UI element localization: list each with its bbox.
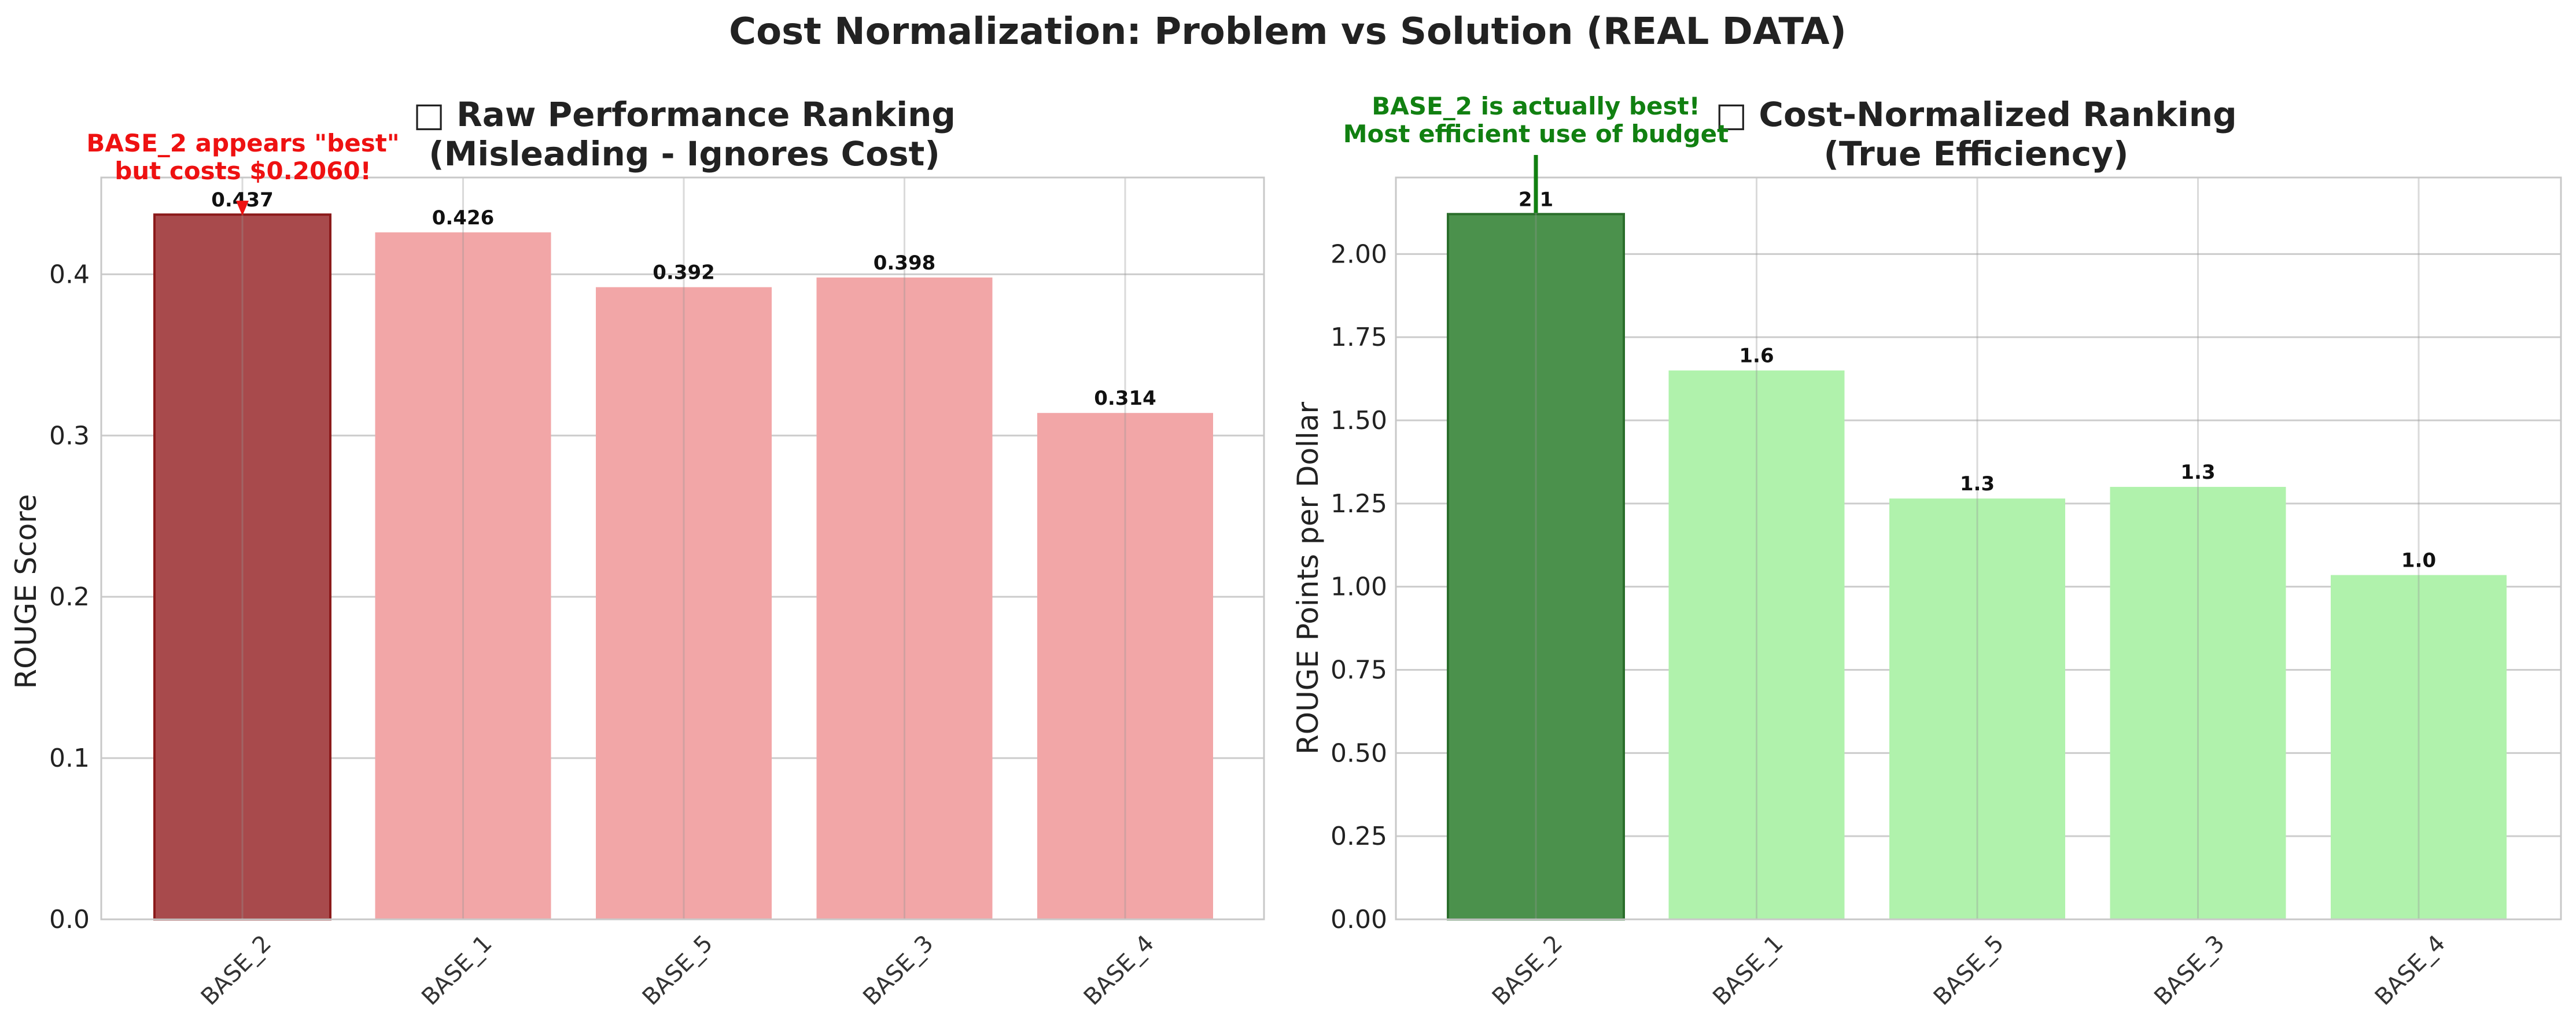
bar-base-4 (2331, 575, 2507, 919)
y-tick-label: 2.00 (1331, 239, 1387, 269)
bar-value-label: 0.426 (432, 206, 495, 230)
y-tick-label: 1.50 (1331, 406, 1387, 435)
annotation-line1: BASE_2 is actually best! (1372, 92, 1700, 120)
x-tick-label: BASE_4 (2370, 930, 2450, 1011)
x-tick-label: BASE_3 (858, 930, 938, 1011)
panel-title-line1: □ Raw Performance Ranking (413, 95, 956, 134)
bar-base-3 (816, 277, 993, 920)
x-tick-label: BASE_1 (417, 930, 497, 1011)
y-tick-label: 1.25 (1331, 489, 1387, 519)
x-tick-label: BASE_3 (2149, 930, 2229, 1011)
bar-value-label: 1.6 (1739, 345, 1774, 368)
bar-base-5 (596, 287, 772, 919)
y-tick-label: 0.50 (1331, 738, 1387, 768)
bar-base-2 (153, 213, 331, 921)
bar-base-4 (1037, 413, 1213, 919)
x-tick-label: BASE_2 (196, 930, 277, 1011)
y-tick-label: 0.75 (1331, 655, 1387, 685)
y-tick-label: 0.1 (49, 744, 90, 773)
panel-title-line2: (True Efficiency) (1823, 134, 2128, 173)
plot-frame (1395, 176, 2562, 921)
y-tick-label: 0.25 (1331, 822, 1387, 851)
panel-title-line2: (Misleading - Ignores Cost) (429, 134, 940, 173)
annotation-line2: but costs $0.2060! (115, 157, 371, 185)
x-tick-label: BASE_5 (1929, 930, 2009, 1011)
bar-base-1 (375, 232, 551, 919)
plot-frame (100, 176, 1265, 921)
annotation-line2: Most efficient use of budget (1343, 120, 1729, 148)
x-tick-label: BASE_5 (637, 930, 718, 1011)
raw-performance-panel: □ Raw Performance Ranking (Misleading - … (9, 95, 1265, 1011)
bar-value-label: 1.0 (2401, 549, 2436, 572)
bar-value-label: 0.398 (874, 252, 936, 275)
x-tick-label: BASE_4 (1079, 930, 1159, 1011)
bar-value-label: 1.3 (1960, 472, 1995, 496)
annotation-arrow (236, 201, 249, 216)
bar-value-label: 0.392 (653, 261, 715, 284)
y-tick-label: 1.00 (1331, 572, 1387, 602)
panel-title-line1: □ Cost-Normalized Ranking (1715, 95, 2236, 134)
figure-title: Cost Normalization: Problem vs Solution … (729, 10, 1847, 53)
y-tick-label: 0.00 (1331, 905, 1387, 934)
y-tick-label: 0.4 (49, 260, 90, 289)
y-axis-label: ROUGE Score (9, 494, 43, 689)
cost-normalized-panel: □ Cost-Normalized Ranking (True Efficien… (1291, 92, 2562, 1011)
x-tick-label: BASE_2 (1487, 930, 1568, 1011)
x-tick-label: BASE_1 (1708, 930, 1788, 1011)
y-tick-label: 0.2 (49, 582, 90, 612)
bar-value-label: 1.3 (2180, 461, 2215, 484)
bar-base-3 (2110, 487, 2286, 919)
bar-value-label: 0.314 (1094, 387, 1156, 410)
bar-base-1 (1668, 370, 1845, 919)
y-axis-label: ROUGE Points per Dollar (1291, 402, 1325, 755)
y-tick-label: 1.75 (1331, 323, 1387, 352)
annotation-line1: BASE_2 appears "best" (86, 129, 399, 157)
bar-base-5 (1889, 498, 2065, 919)
y-tick-label: 0.3 (49, 421, 90, 450)
y-tick-label: 0.0 (49, 905, 90, 934)
